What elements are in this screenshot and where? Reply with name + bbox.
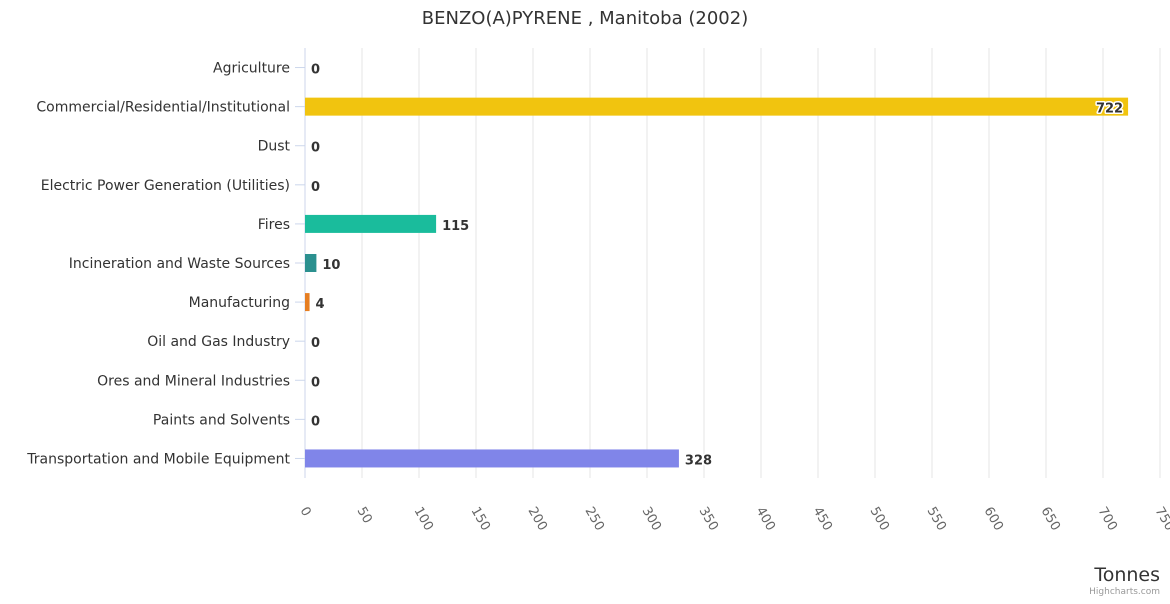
x-tick-label-250: 250 <box>582 505 607 534</box>
x-tick-label-200: 200 <box>525 505 550 534</box>
data-label-commercial-residential-institutional: 722 <box>1096 102 1123 117</box>
bar-transportation-and-mobile-equipment[interactable] <box>305 449 679 468</box>
data-label-fires: 115 <box>442 219 469 234</box>
data-label-paints-and-solvents: 0 <box>311 414 320 429</box>
bars <box>305 97 1129 468</box>
category-label-electric-power-generation-utilities: Electric Power Generation (Utilities) <box>41 178 290 194</box>
category-label-transportation-and-mobile-equipment: Transportation and Mobile Equipment <box>26 451 290 467</box>
category-label-manufacturing: Manufacturing <box>189 295 290 311</box>
x-tick-labels: 0 50 100 150 200 250 300 350 400 450 500 550 600 650 7… <box>297 505 1170 534</box>
credits-link[interactable]: Highcharts.com <box>1089 587 1160 597</box>
bar-commercial-residential-institutional[interactable] <box>305 97 1129 116</box>
category-label-commercial-residential-institutional: Commercial/Residential/Institutional <box>36 100 290 116</box>
data-label-manufacturing: 4 <box>316 297 325 312</box>
x-tick-label-300: 300 <box>639 505 664 534</box>
data-label-oil-and-gas-industry: 0 <box>311 336 320 351</box>
category-label-oil-and-gas-industry: Oil and Gas Industry <box>147 334 290 350</box>
data-label-dust: 0 <box>311 141 320 156</box>
category-label-fires: Fires <box>258 217 290 233</box>
x-tick-label-700: 700 <box>1095 505 1120 534</box>
x-axis-title: Tonnes <box>1093 564 1160 586</box>
data-labels: 0 722 0 0 115 10 4 0 0 0 328 <box>310 61 1125 470</box>
category-label-agriculture: Agriculture <box>213 61 290 77</box>
bar-manufacturing[interactable] <box>305 293 310 312</box>
data-label-transportation-and-mobile-equipment: 328 <box>685 453 712 468</box>
category-label-incineration-and-waste-sources: Incineration and Waste Sources <box>69 256 290 272</box>
x-tick-label-50: 50 <box>354 505 375 527</box>
chart-title: BENZO(A)PYRENE , Manitoba (2002) <box>422 8 748 29</box>
x-tick-label-400: 400 <box>753 505 778 534</box>
x-tick-label-750: 750 <box>1152 505 1170 534</box>
x-tick-label-600: 600 <box>981 505 1006 534</box>
x-tick-label-450: 450 <box>810 505 835 534</box>
bar-fires[interactable] <box>305 214 437 233</box>
x-tick-label-150: 150 <box>468 505 493 534</box>
category-labels: Agriculture Commercial/Residential/Instit… <box>26 61 290 468</box>
grid-lines <box>295 48 1161 478</box>
x-tick-label-350: 350 <box>696 505 721 534</box>
data-label-ores-and-mineral-industries: 0 <box>311 375 320 390</box>
data-label-incineration-and-waste-sources: 10 <box>322 258 340 273</box>
x-tick-label-500: 500 <box>867 505 892 534</box>
x-tick-label-550: 550 <box>924 505 949 534</box>
category-label-ores-and-mineral-industries: Ores and Mineral Industries <box>97 373 290 389</box>
category-label-dust: Dust <box>258 139 291 155</box>
data-label-agriculture: 0 <box>311 63 320 78</box>
category-label-paints-and-solvents: Paints and Solvents <box>153 412 290 428</box>
x-tick-label-650: 650 <box>1038 505 1063 534</box>
x-tick-label-100: 100 <box>411 505 436 534</box>
bar-incineration-and-waste-sources[interactable] <box>305 254 317 272</box>
data-label-electric-power-generation-utilities: 0 <box>311 180 320 195</box>
x-tick-label-0: 0 <box>297 505 314 520</box>
